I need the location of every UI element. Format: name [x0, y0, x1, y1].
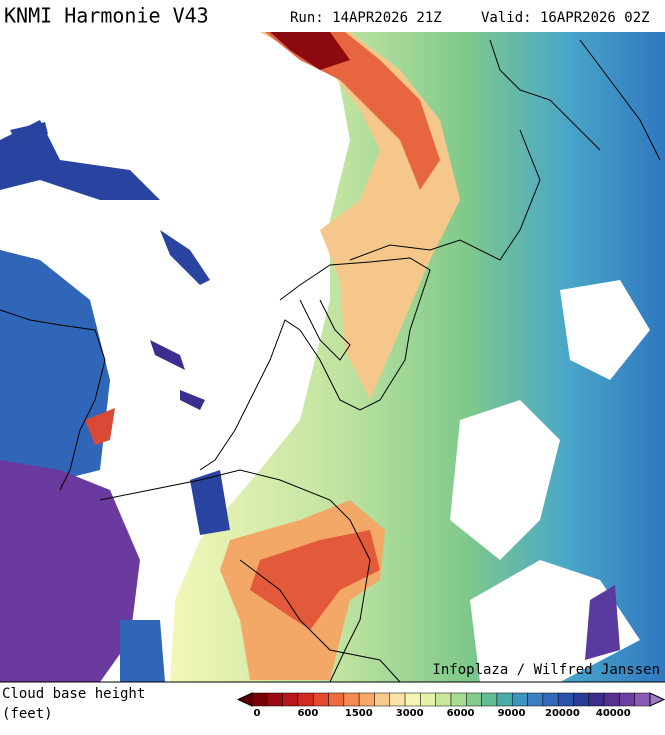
- colorbar-segment: [634, 692, 651, 707]
- colorbar-segment: [619, 692, 635, 707]
- colorbar-label: 9000: [498, 708, 526, 719]
- colorbar-label: 0: [254, 708, 261, 719]
- valid-time: Valid: 16APR2026 02Z: [481, 10, 650, 26]
- header-bar: [0, 0, 665, 32]
- colorbar-segment: [527, 692, 544, 707]
- colorbar-segment: [466, 692, 482, 707]
- colorbar-segment: [435, 692, 452, 707]
- colorbar-extend-high: [649, 692, 665, 707]
- colorbar-segment: [404, 692, 421, 707]
- credit: Infoplaza / Wilfred Janssen: [432, 662, 660, 678]
- colorbar-label: 20000: [545, 708, 580, 719]
- colorbar-segment: [420, 692, 436, 707]
- colorbar-segment: [389, 692, 406, 707]
- colorbar-segment: [267, 692, 283, 707]
- colorbar-segment: [588, 692, 605, 707]
- run-time: Run: 14APR2026 21Z: [290, 10, 442, 26]
- colorbar-segment: [542, 692, 559, 707]
- colorbar-segment: [358, 692, 375, 707]
- colorbar-extend-low: [236, 692, 253, 707]
- title: KNMI Harmonie V43: [4, 4, 209, 28]
- colorbar-label: 40000: [596, 708, 631, 719]
- colorbar-segment: [297, 692, 314, 707]
- legend-title: Cloud base height: [2, 686, 145, 702]
- map-field: [0, 32, 665, 682]
- colorbar-label: 3000: [396, 708, 424, 719]
- colorbar-segment: [251, 692, 268, 707]
- colorbar-label: 1500: [345, 708, 373, 719]
- legend-unit: (feet): [2, 706, 53, 722]
- colorbar-segment: [603, 692, 620, 707]
- colorbar-segment: [312, 692, 329, 707]
- colorbar-segment: [328, 692, 345, 707]
- colorbar-segment: [343, 692, 360, 707]
- colorbar-segment: [511, 692, 528, 707]
- colorbar-segment: [496, 692, 513, 707]
- colorbar-segment: [481, 692, 498, 707]
- colorbar-segment: [374, 692, 391, 707]
- colorbar-segment: [557, 692, 574, 707]
- coastlines: [0, 39, 661, 683]
- colorbar-segment: [282, 692, 299, 707]
- colorbar-label: 600: [297, 708, 318, 719]
- colorbar-segment: [573, 692, 590, 707]
- colorbar: 0 600 1500 3000 6000 9000 20000 40000: [236, 692, 665, 719]
- colorbar-segment: [450, 692, 467, 707]
- colorbar-label: 6000: [447, 708, 475, 719]
